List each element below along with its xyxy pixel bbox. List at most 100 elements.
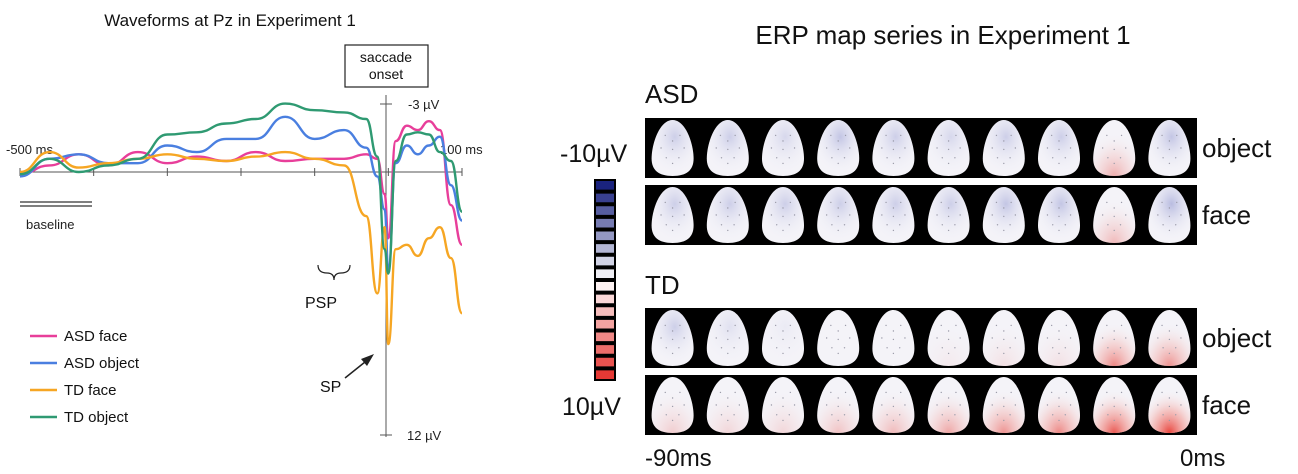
electrode-dot — [1113, 148, 1115, 151]
electrode-dot — [1009, 414, 1011, 416]
scalp-map — [1093, 377, 1136, 433]
colorbar-step — [596, 231, 614, 241]
electrode-dot — [793, 404, 796, 406]
electrode-dot — [837, 338, 839, 341]
electrode-dot — [955, 324, 957, 327]
electrode-dot — [774, 134, 777, 137]
map-row: object — [645, 118, 1272, 178]
electrode-dot — [671, 330, 674, 332]
electrode-dot — [831, 414, 833, 416]
electrode-dot — [947, 405, 950, 408]
electrode-dot — [671, 405, 674, 408]
colorbar-step — [596, 193, 614, 203]
scalp-map-negativity — [927, 187, 970, 243]
electrode-dot — [679, 134, 681, 137]
electrode-dot — [936, 214, 938, 216]
electrode-dot — [881, 214, 883, 216]
colorbar-min-label: -10µV — [560, 140, 628, 168]
electrode-dot — [782, 352, 784, 355]
electrode-dot — [788, 414, 790, 416]
electrode-dot — [825, 147, 828, 149]
electrode-dot — [774, 391, 777, 394]
legend-label: TD object — [64, 409, 129, 426]
electrode-dot — [715, 214, 717, 216]
colorbar-frame — [594, 179, 616, 381]
electrode-dot — [1010, 201, 1012, 204]
scalp-map-positivity — [872, 377, 915, 433]
electrode-dot — [1014, 214, 1017, 216]
electrode-dot — [719, 201, 722, 204]
scalp-map-negativity — [706, 120, 749, 176]
electrode-dot — [782, 405, 784, 408]
scalp-map — [927, 310, 970, 366]
scalp-map — [982, 187, 1025, 243]
scalp-map-negativity — [1038, 120, 1080, 176]
electrode-dot — [1157, 337, 1159, 339]
electrode-dot — [720, 414, 723, 416]
electrode-dot — [995, 324, 998, 327]
scalp-map — [817, 310, 860, 366]
erp-map-series: ERP map series in Experiment 1 ASD object… — [560, 20, 1272, 472]
electrode-dot — [1120, 201, 1123, 204]
electrode-dot — [782, 215, 784, 218]
electrode-dot — [1064, 414, 1067, 416]
electrode-dot — [770, 147, 773, 149]
electrode-dot — [1046, 214, 1049, 216]
electrode-dot — [719, 134, 722, 137]
electrode-dot — [899, 347, 901, 349]
electrode-dot — [683, 404, 685, 406]
electrode-dot — [947, 140, 950, 142]
electrode-dot — [1064, 157, 1067, 159]
condition-label: face — [1202, 390, 1251, 420]
electrode-dot — [1046, 337, 1049, 339]
series-line-asd-object — [19, 115, 464, 271]
electrode-dot — [1003, 162, 1005, 165]
electrode-dot — [1065, 324, 1068, 327]
electrode-dot — [844, 391, 847, 394]
scalp-map — [1038, 377, 1080, 433]
electrode-dot — [1046, 404, 1049, 406]
electrode-dot — [776, 157, 778, 159]
electrode-dot — [1010, 324, 1012, 327]
electrode-dot — [959, 214, 961, 216]
electrode-dot — [1162, 347, 1164, 349]
electrode-dot — [955, 201, 957, 204]
electrode-dot — [1113, 352, 1115, 355]
electrode-dot — [892, 229, 895, 232]
electrode-dot — [996, 224, 999, 226]
electrode-dot — [678, 347, 680, 349]
electrode-dot — [727, 140, 729, 142]
electrode-dot — [830, 324, 832, 327]
scalp-map — [1093, 310, 1136, 366]
scalp-map — [817, 120, 860, 176]
colorbar-step — [596, 294, 614, 304]
scalp-map — [1093, 120, 1136, 176]
electrode-dot — [892, 352, 895, 355]
scalp-map — [762, 310, 804, 366]
scalp-map-negativity — [872, 120, 915, 176]
electrode-dot — [1125, 337, 1127, 339]
electrode-dot — [995, 201, 998, 204]
colorbar-step — [596, 332, 614, 342]
electrode-dot — [991, 147, 993, 149]
legend-item: TD face — [30, 382, 117, 399]
scalp-map-negativity — [1038, 187, 1080, 243]
scalp-map — [817, 187, 860, 243]
electrode-dot — [831, 347, 833, 349]
electrode-dot — [1107, 224, 1109, 226]
electrode-dot — [1058, 148, 1060, 151]
electrode-dot — [665, 347, 667, 349]
electrode-dot — [671, 215, 674, 218]
electrode-dot — [844, 324, 847, 327]
map-row: object — [645, 308, 1272, 368]
electrode-dot — [941, 224, 943, 226]
sp-arrow-head — [361, 354, 374, 366]
colorbar-step — [596, 181, 614, 190]
electrode-dot — [1157, 147, 1159, 149]
electrode-dot — [664, 134, 666, 137]
electrode-dot — [715, 337, 717, 339]
electrode-dot — [1168, 330, 1171, 332]
electrode-dot — [1050, 201, 1053, 204]
electrode-dot — [1009, 157, 1011, 159]
legend-item: TD object — [30, 409, 129, 426]
